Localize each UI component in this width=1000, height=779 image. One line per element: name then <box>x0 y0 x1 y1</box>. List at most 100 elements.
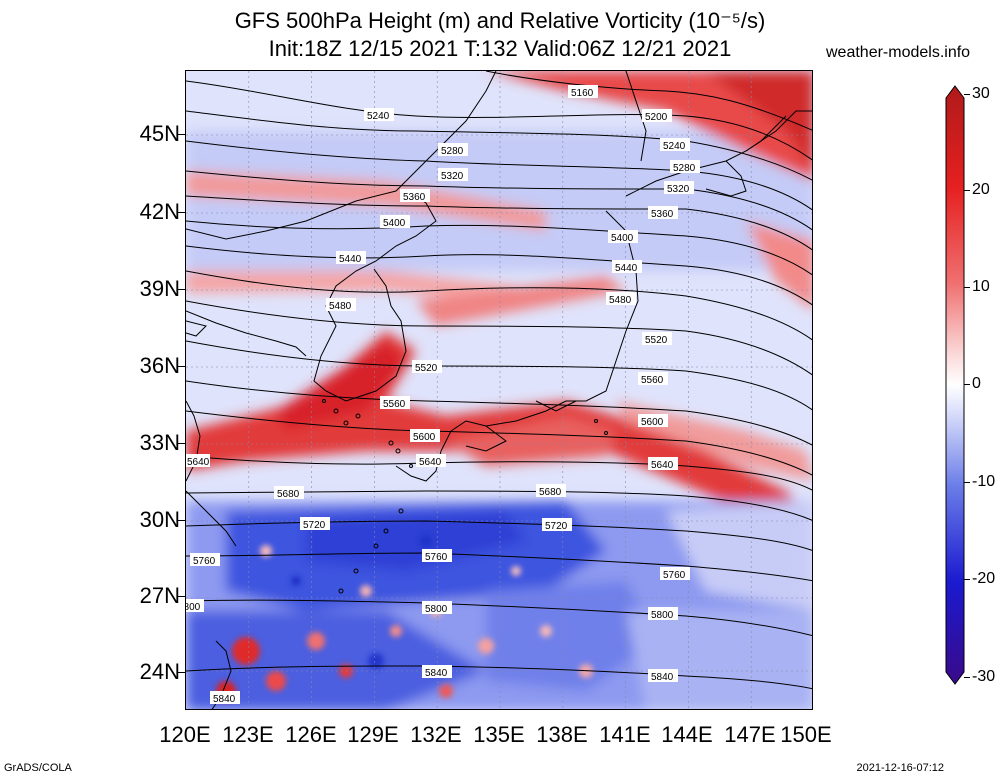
colorbar-tick <box>964 190 970 191</box>
svg-text:5680: 5680 <box>277 489 300 500</box>
footer-timestamp: 2021-12-16-07:12 <box>856 762 944 774</box>
svg-text:5240: 5240 <box>663 141 686 152</box>
svg-text:5440: 5440 <box>339 254 362 265</box>
svg-text:5400: 5400 <box>611 233 634 244</box>
lat-label: 45N <box>139 121 180 146</box>
contour-label: 5560 <box>638 372 668 386</box>
svg-text:5800: 5800 <box>425 604 448 615</box>
contour-label: 5640 <box>648 457 678 471</box>
colorbar-label: -10 <box>972 473 996 490</box>
svg-text:5560: 5560 <box>383 399 406 410</box>
lat-label: 24N <box>139 659 180 684</box>
contour-label: 5160 <box>568 85 598 99</box>
lon-label: 141E <box>599 722 651 747</box>
colorbar-label: 0 <box>972 375 981 392</box>
svg-text:5760: 5760 <box>193 556 216 567</box>
lat-label: 30N <box>139 507 180 532</box>
lat-tick <box>178 212 185 213</box>
lon-label: 132E <box>410 722 462 747</box>
contour-label: 5680 <box>536 484 566 498</box>
svg-text:5400: 5400 <box>383 218 406 229</box>
contour-label: 5760 <box>422 549 452 563</box>
colorbar-label: 30 <box>972 85 990 102</box>
svg-text:5800: 5800 <box>651 610 674 621</box>
svg-text:5280: 5280 <box>673 163 696 174</box>
lon-label: 120E <box>159 722 211 747</box>
contour-label: 5760 <box>190 553 220 567</box>
contour-labels: 5160 5200 5240 5240 5280 5280 5320 5320 … <box>186 85 700 705</box>
map-subtitle: Init:18Z 12/15 2021 T:132 Valid:06Z 12/2… <box>268 36 732 61</box>
colorbar <box>945 85 965 685</box>
contour-label: 5240 <box>660 138 690 152</box>
svg-text:5520: 5520 <box>645 335 668 346</box>
svg-text:5240: 5240 <box>367 111 390 122</box>
svg-text:5320: 5320 <box>441 171 464 182</box>
contour-label: 5640 <box>416 454 446 468</box>
lat-tick <box>178 289 185 290</box>
lon-label: 150E <box>780 722 832 747</box>
colorbar-tick <box>964 287 970 288</box>
svg-text:5600: 5600 <box>413 432 436 443</box>
contour-label: 5720 <box>542 518 572 532</box>
coastlines <box>186 71 812 709</box>
contour-label: 5720 <box>300 517 330 531</box>
contour-label: 5360 <box>400 189 430 203</box>
svg-text:5640: 5640 <box>419 457 442 468</box>
lat-label: 33N <box>139 430 180 455</box>
colorbar-tick <box>964 482 970 483</box>
contour-label: 5840 <box>210 691 240 705</box>
map-panel: 5160 5200 5240 5240 5280 5280 5320 5320 … <box>185 70 813 710</box>
svg-text:5760: 5760 <box>425 552 448 563</box>
svg-text:5480: 5480 <box>329 301 352 312</box>
colorbar-tick <box>964 677 970 678</box>
contour-label: 5640 <box>186 454 210 468</box>
svg-text:5160: 5160 <box>571 88 594 99</box>
lat-tick <box>178 443 185 444</box>
colorbar-tick <box>964 579 970 580</box>
lat-tick <box>178 134 185 135</box>
contour-label: 5440 <box>612 260 642 274</box>
contour-label: 5280 <box>438 143 468 157</box>
svg-text:5640: 5640 <box>187 457 210 468</box>
lon-label: 144E <box>661 722 713 747</box>
contour-label: 5600 <box>410 429 440 443</box>
svg-text:5640: 5640 <box>651 460 674 471</box>
contour-label: 5800 <box>422 601 452 615</box>
svg-text:5600: 5600 <box>641 417 664 428</box>
contour-label: 5520 <box>412 360 442 374</box>
lat-label: 27N <box>139 583 180 608</box>
footer-credit: GrADS/COLA <box>4 762 72 774</box>
contour-label: 5840 <box>422 665 452 679</box>
contour-label: 5400 <box>608 230 638 244</box>
svg-text:5680: 5680 <box>539 487 562 498</box>
graticule <box>186 71 812 709</box>
contour-label: 5200 <box>642 109 672 123</box>
contour-label: 5680 <box>274 486 304 500</box>
lon-label: 138E <box>536 722 588 747</box>
lon-label: 126E <box>285 722 337 747</box>
contour-label: 5240 <box>364 108 394 122</box>
colorbar-tick <box>964 94 970 95</box>
svg-text:5360: 5360 <box>651 209 674 220</box>
svg-text:5320: 5320 <box>667 184 690 195</box>
lat-label: 42N <box>139 199 180 224</box>
svg-text:5480: 5480 <box>609 295 632 306</box>
contour-label: 5760 <box>660 567 690 581</box>
svg-text:5520: 5520 <box>415 363 438 374</box>
lon-label: 147E <box>724 722 776 747</box>
contour-label: 5360 <box>648 206 678 220</box>
colorbar-tick <box>964 384 970 385</box>
lat-tick <box>178 596 185 597</box>
contour-label: 5800 <box>186 599 204 613</box>
lon-label: 135E <box>473 722 525 747</box>
map-title: GFS 500hPa Height (m) and Relative Vorti… <box>234 8 766 33</box>
svg-text:5800: 5800 <box>186 602 201 613</box>
svg-text:5720: 5720 <box>545 521 568 532</box>
svg-text:5760: 5760 <box>663 570 686 581</box>
contour-label: 5480 <box>606 292 636 306</box>
contour-label: 5320 <box>664 181 694 195</box>
lat-tick <box>178 366 185 367</box>
contour-label: 5840 <box>648 669 678 683</box>
svg-text:5840: 5840 <box>651 672 674 683</box>
svg-text:5200: 5200 <box>645 112 668 123</box>
